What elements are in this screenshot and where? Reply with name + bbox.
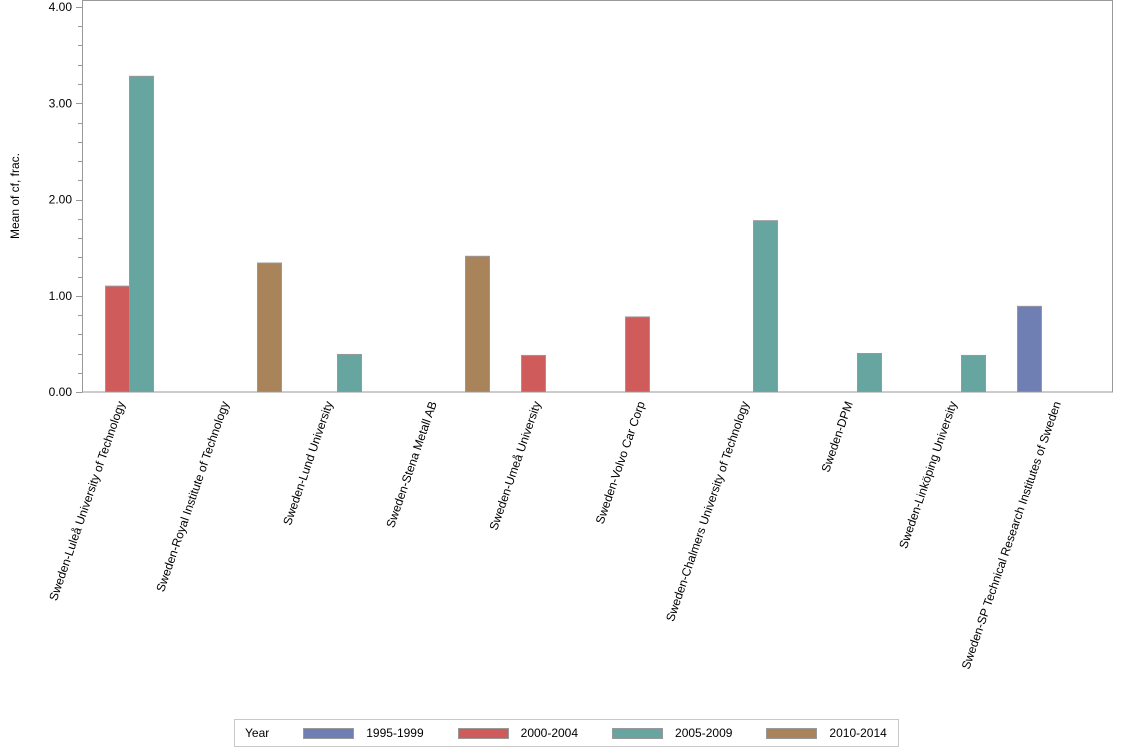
x-category-label: Sweden-DPM xyxy=(818,399,855,474)
legend-label: 2000-2004 xyxy=(520,726,579,740)
x-axis-labels: Sweden-Luleå University of Technology Swe… xyxy=(46,399,1064,671)
y-tick-label: 0.00 xyxy=(49,385,73,399)
bars xyxy=(105,75,1042,393)
legend-item-2005-2009: 2005-2009 xyxy=(612,726,732,740)
x-category-label: Sweden-Linköping University xyxy=(896,399,960,550)
y-tick-label: 4.00 xyxy=(49,0,73,14)
legend-label: 2010-2014 xyxy=(829,726,887,740)
x-category-label: Sweden-Chalmers University of Technology xyxy=(663,399,752,623)
y-tick-label: 1.00 xyxy=(49,289,73,303)
x-category-label: Sweden-Volvo Car Corp xyxy=(593,399,648,526)
bar xyxy=(465,255,490,393)
legend-swatch xyxy=(766,727,818,739)
legend-swatch xyxy=(303,727,355,739)
legend-label: 1995-1999 xyxy=(366,726,424,740)
legend-swatch xyxy=(612,727,664,739)
plot-frame xyxy=(82,0,1113,393)
bar xyxy=(337,353,362,393)
legend-title: Year xyxy=(245,726,270,740)
bar xyxy=(257,262,282,393)
bar xyxy=(857,353,882,393)
legend-swatch xyxy=(457,727,509,739)
x-category-label: Sweden-SP Technical Research Institutes … xyxy=(959,399,1064,671)
x-category-label: Sweden-Lund University xyxy=(280,399,336,527)
bar xyxy=(105,285,130,393)
legend: Year 1995-1999 2000-2004 2005-2009 2010-… xyxy=(234,719,899,747)
legend-label: 2005-2009 xyxy=(675,726,733,740)
y-tick-label: 3.00 xyxy=(49,96,73,110)
legend-item-2010-2014: 2010-2014 xyxy=(766,726,887,740)
legend-item-1995-1999: 1995-1999 xyxy=(303,726,424,740)
bar xyxy=(129,75,154,393)
bar xyxy=(1017,305,1042,393)
x-category-label: Sweden-Royal Institute of Technology xyxy=(153,399,232,593)
bar xyxy=(521,354,546,393)
y-tick-label: 2.00 xyxy=(49,193,73,207)
x-category-label: Sweden-Luleå University of Technology xyxy=(46,399,128,602)
bar xyxy=(961,354,986,393)
y-axis: 0.00 1.00 2.00 3.00 4.00 xyxy=(49,0,83,399)
x-category-label: Sweden-Stena Metall AB xyxy=(383,399,439,529)
legend-item-2000-2004: 2000-2004 xyxy=(457,726,579,740)
bar xyxy=(753,220,778,393)
x-category-label: Sweden-Umeå University xyxy=(487,399,544,532)
y-axis-label: Mean of cf, frac. xyxy=(8,153,22,239)
bar xyxy=(625,316,650,393)
bar-chart: 0.00 1.00 2.00 3.00 4.00 Mean of cf, frac. S… xyxy=(8,0,1113,671)
